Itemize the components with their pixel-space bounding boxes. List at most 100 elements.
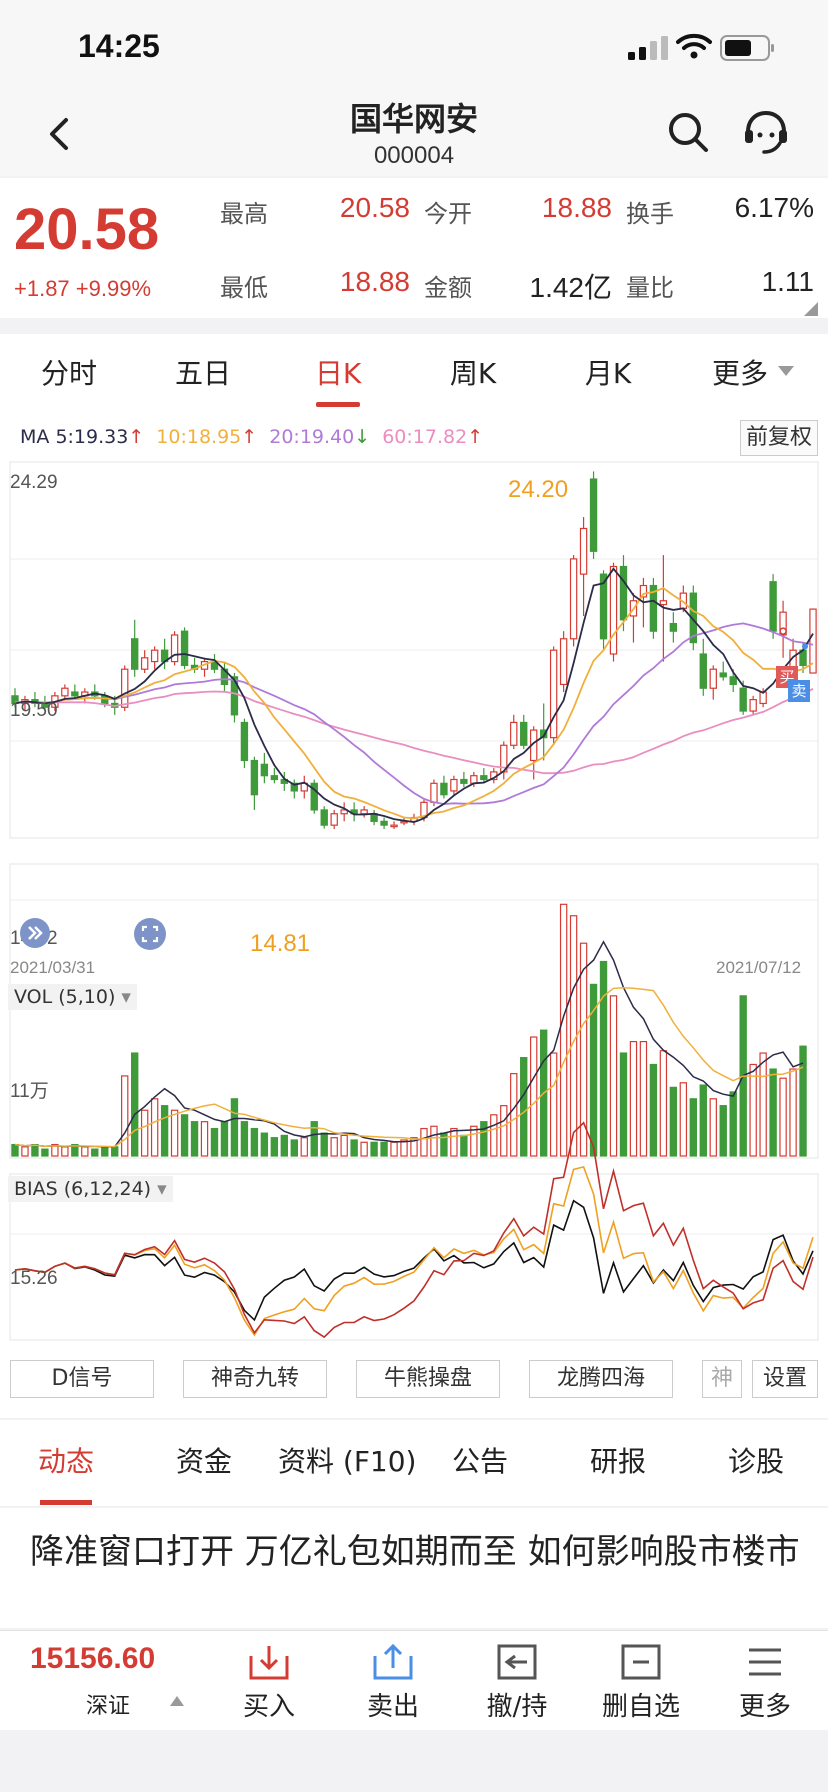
candle-body	[769, 581, 777, 632]
candle-body	[61, 687, 69, 697]
volume-bar	[280, 1134, 289, 1157]
detail-tab-indicator	[40, 1500, 92, 1505]
stat-label-turnover: 换手	[626, 200, 674, 228]
current-price: 20.58	[14, 197, 160, 262]
volume-bar	[500, 1105, 508, 1157]
candle-body	[450, 778, 458, 792]
buy-button[interactable]: 买入	[224, 1642, 314, 1723]
vol-ma10-line	[14, 987, 804, 1148]
back-arrow-icon[interactable]	[44, 112, 74, 156]
buy-icon	[249, 1646, 289, 1680]
candle-body	[240, 721, 249, 762]
volume-bar	[629, 1040, 638, 1157]
tab-research[interactable]: 研报	[590, 1445, 647, 1478]
d-signal-button[interactable]: D信号	[10, 1360, 154, 1398]
price-adjust-button[interactable]: 前复权	[740, 420, 818, 456]
more-button[interactable]: 更多	[720, 1642, 810, 1723]
fullscreen-button[interactable]	[134, 918, 166, 950]
tab-weekly-k[interactable]: 周K	[449, 357, 497, 390]
detail-tabs	[0, 1420, 828, 1506]
more-dropdown-icon[interactable]	[778, 366, 794, 376]
volume-bar	[170, 1109, 179, 1157]
index-value[interactable]: 15156.60	[30, 1642, 156, 1675]
tab-intraday[interactable]: 分时	[40, 357, 97, 390]
candle-body	[559, 638, 568, 686]
news-card[interactable]	[0, 1508, 828, 1628]
volume-bar	[150, 1098, 159, 1157]
tab-more[interactable]: 更多	[711, 357, 768, 390]
volume-bar	[769, 1068, 777, 1157]
settings-button[interactable]: 设置	[752, 1360, 818, 1398]
kline-chart[interactable]	[0, 460, 828, 1360]
volume-bar	[400, 1139, 408, 1157]
volume-bar	[729, 1091, 737, 1157]
tab-funds[interactable]: 资金	[176, 1445, 233, 1478]
tab-diagnosis[interactable]: 诊股	[728, 1445, 785, 1478]
volume-bar	[260, 1132, 269, 1157]
volume-bar	[520, 1057, 528, 1157]
search-icon[interactable]	[666, 110, 710, 154]
volume-bar	[210, 1127, 219, 1157]
news-headline[interactable]: 降准窗口打开 万亿礼包如期而至 如何影响股市楼市	[30, 1532, 800, 1572]
tab-f10[interactable]: 资料 (F10)	[278, 1445, 417, 1478]
ma60-up-arrow-icon: ↑	[467, 426, 484, 448]
volume-bar	[719, 1105, 727, 1157]
candle-body	[809, 608, 817, 674]
volume-bar	[320, 1132, 328, 1157]
candle-body	[749, 699, 757, 712]
volume-bar	[21, 1146, 29, 1157]
bias-indicator-label[interactable]: BIAS (6,12,24) ▾	[8, 1176, 173, 1202]
sell-signal-tag[interactable]: 卖	[788, 680, 810, 702]
volume-bar	[709, 1098, 717, 1157]
remove-watchlist-button[interactable]: 删自选	[596, 1642, 686, 1723]
tab-announcements[interactable]: 公告	[452, 1445, 509, 1478]
stat-label-amount: 金额	[424, 274, 472, 302]
volume-bar	[121, 1075, 129, 1157]
sell-label: 卖出	[366, 1692, 419, 1722]
sell-button[interactable]: 卖出	[348, 1642, 438, 1723]
ma5-up-arrow-icon: ↑	[128, 426, 145, 448]
index-name[interactable]: 深证	[86, 1694, 131, 1719]
tab-dynamic[interactable]: 动态	[38, 1445, 95, 1478]
cancel-hold-label: 撤/持	[486, 1692, 548, 1722]
vol-indicator-label[interactable]: VOL (5,10) ▾	[8, 984, 137, 1010]
vol-ma5-line	[14, 940, 804, 1148]
tab-monthly-k[interactable]: 月K	[584, 357, 632, 390]
scroll-left-button[interactable]	[20, 918, 50, 948]
candle-body	[539, 729, 548, 739]
volume-bar	[180, 1114, 189, 1157]
candle-body	[779, 611, 787, 636]
volume-bar	[71, 1143, 79, 1157]
bull-bear-button[interactable]: 牛熊操盘	[356, 1360, 500, 1398]
status-time: 14:25	[78, 28, 160, 64]
partial-function-button[interactable]: 神	[702, 1360, 742, 1398]
ma60-line	[15, 687, 814, 775]
tab-daily-k[interactable]: 日K	[314, 357, 362, 390]
more-label: 更多	[738, 1692, 791, 1722]
candle-body	[360, 809, 368, 815]
volume-bar	[699, 1084, 707, 1157]
stat-label-volume-ratio: 量比	[626, 274, 674, 302]
volume-bar	[490, 1114, 498, 1157]
candle-body	[739, 687, 747, 712]
cancel-hold-button[interactable]: 撤/持	[472, 1642, 562, 1723]
stat-value-low: 18.88	[339, 266, 410, 297]
volume-bar	[390, 1141, 398, 1157]
volume-bar	[599, 960, 608, 1157]
tab-five-day[interactable]: 五日	[174, 357, 231, 390]
expand-corner-icon[interactable]	[804, 302, 818, 316]
magic-nine-button[interactable]: 神奇九转	[183, 1360, 327, 1398]
price-change: +1.87 +9.99%	[14, 276, 152, 301]
customer-service-icon[interactable]	[742, 110, 790, 156]
wifi-icon	[676, 33, 712, 59]
stock-name: 国华网安	[349, 100, 478, 138]
candle-body	[549, 649, 558, 739]
volume-bar	[270, 1137, 279, 1157]
candle-body	[71, 691, 79, 697]
candle-body	[390, 824, 398, 828]
bias12-line	[14, 1165, 814, 1337]
candle-body	[330, 813, 338, 826]
dragon-button[interactable]: 龙腾四海	[529, 1360, 673, 1398]
volume-bar	[619, 1052, 628, 1157]
low-marker: 14.81	[250, 930, 311, 957]
